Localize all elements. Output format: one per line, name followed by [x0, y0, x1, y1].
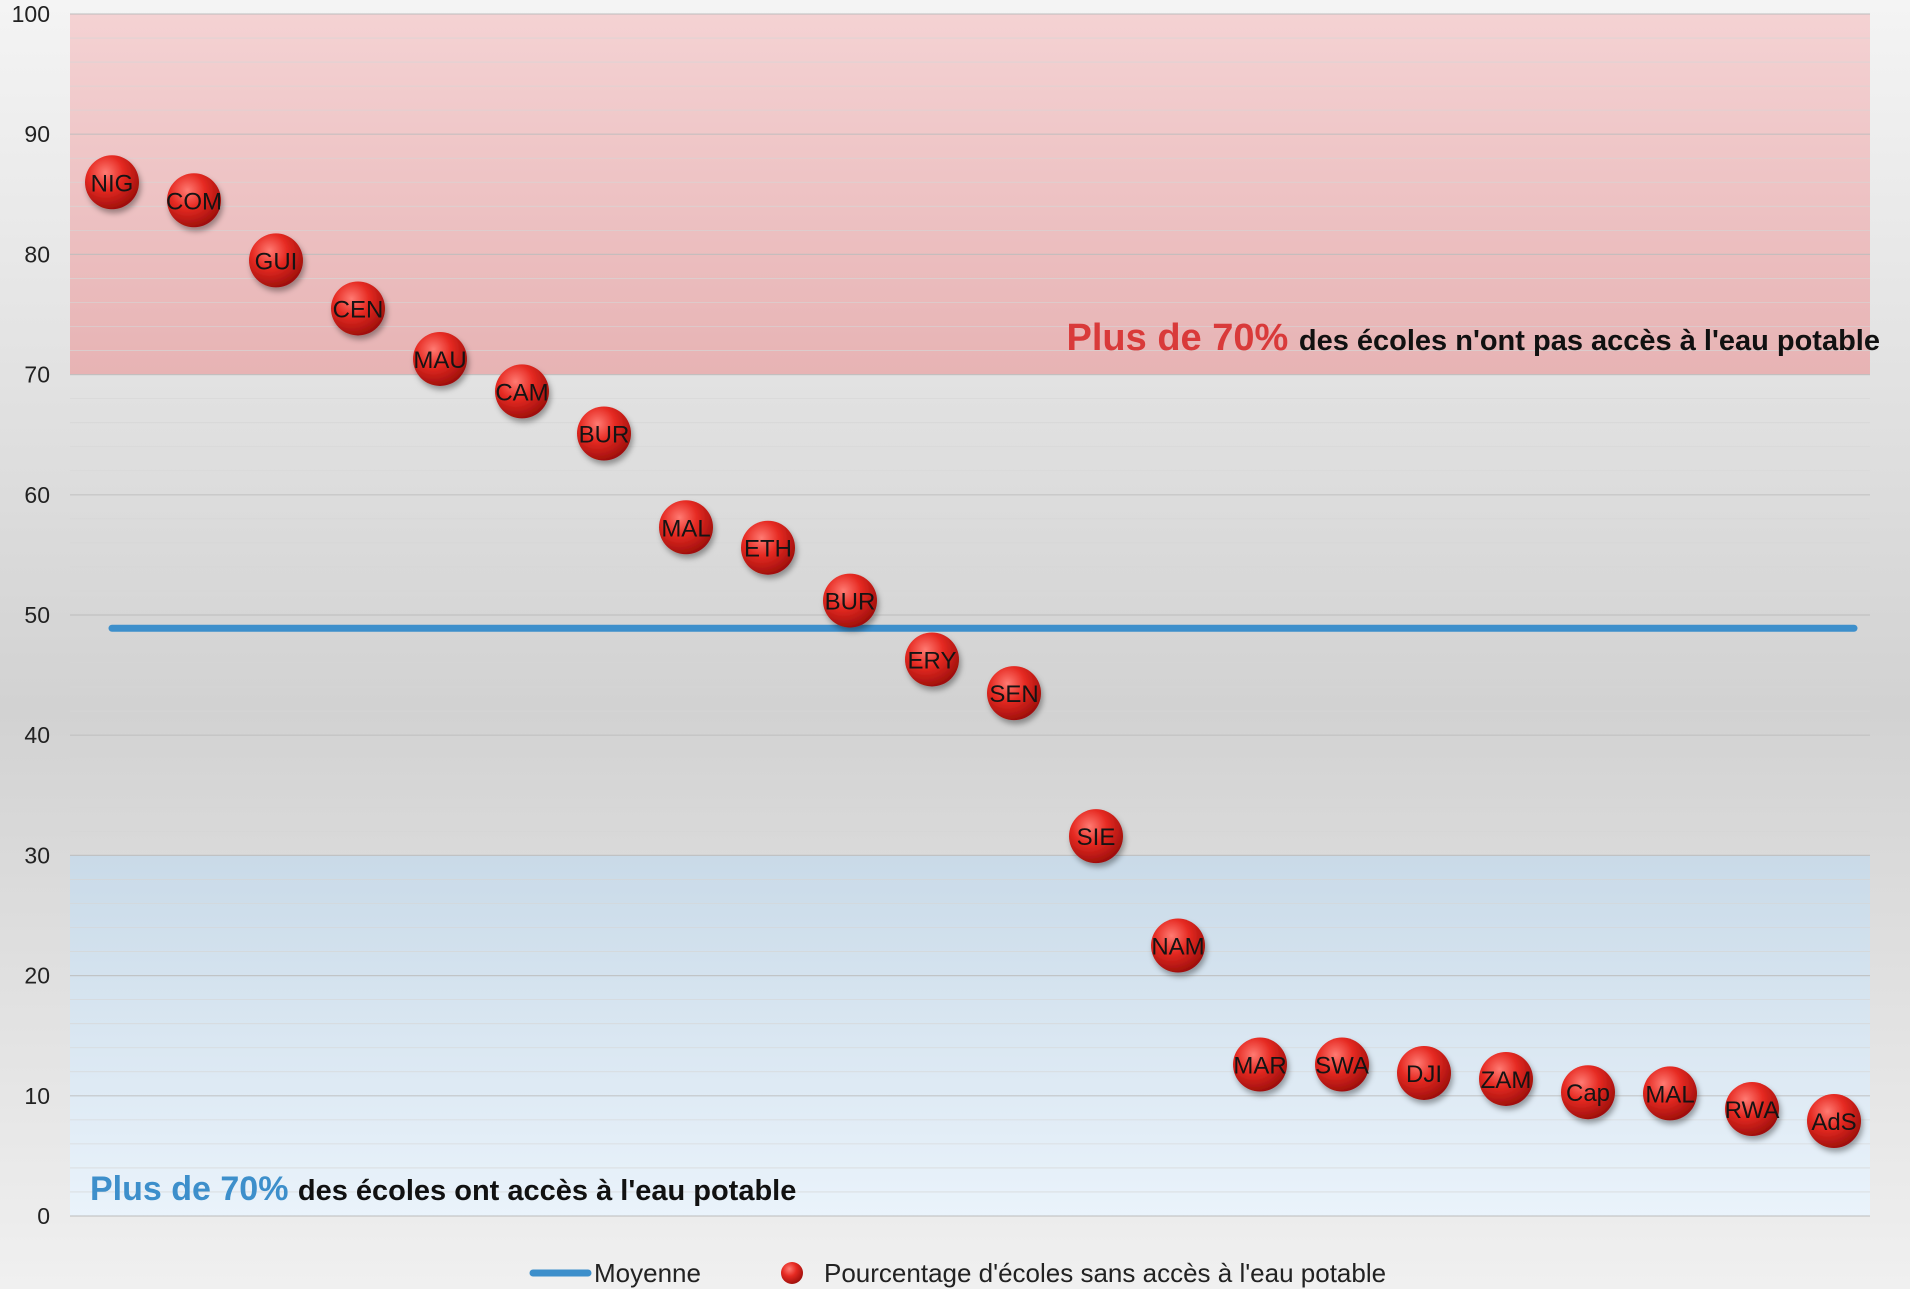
legend-label-mean: Moyenne [594, 1258, 701, 1288]
band-label-bottom: Plus de 70% des écoles ont accès à l'eau… [90, 1170, 796, 1208]
data-label: SWA [1315, 1053, 1369, 1080]
band-label-bottom-rest: des écoles ont accès à l'eau potable [298, 1175, 797, 1207]
band-label-bottom-strong: Plus de 70% [90, 1170, 298, 1208]
data-label: MAU [413, 347, 466, 374]
band-label-top-rest: des écoles n'ont pas accès à l'eau potab… [1299, 325, 1880, 357]
band-1 [70, 855, 1870, 1216]
y-tick-label: 10 [24, 1083, 50, 1109]
data-label: CAM [495, 379, 548, 406]
y-tick-label: 60 [24, 482, 50, 508]
data-point [1151, 918, 1205, 973]
legend: Moyenne Pourcentage d'écoles sans accès à… [529, 1258, 1386, 1288]
band-label-top-strong: Plus de 70% [1067, 317, 1299, 359]
data-label: RWA [1725, 1097, 1780, 1124]
data-label: CEN [333, 296, 384, 323]
data-label: NIG [91, 170, 134, 197]
y-axis: 0 10 20 30 40 50 60 70 80 90 100 [12, 1, 50, 1229]
data-label: COM [166, 188, 222, 215]
data-label: SEN [989, 681, 1038, 708]
data-point [1233, 1037, 1287, 1092]
data-point [1807, 1094, 1861, 1149]
data-point [249, 233, 303, 288]
data-point [1397, 1045, 1451, 1100]
data-point [85, 155, 139, 210]
data-point [331, 281, 385, 336]
bands-layer [70, 14, 1870, 1216]
y-tick-label: 50 [24, 602, 50, 628]
data-label: BUR [579, 421, 630, 448]
data-point [1069, 809, 1123, 864]
data-label: MAR [1233, 1053, 1286, 1080]
data-point [1725, 1082, 1779, 1137]
band-label-top: Plus de 70% des écoles n'ont pas accès à… [1067, 317, 1880, 359]
points-layer: NIG COM GUI CEN MAU CAM BUR MAL ETH BUR ERY SEN SIE N… [85, 155, 1861, 1149]
data-point [905, 632, 959, 687]
legend-label-points: Pourcentage d'écoles sans accès à l'eau … [824, 1258, 1386, 1288]
data-point [1315, 1037, 1369, 1092]
data-label: NAM [1151, 934, 1204, 961]
y-tick-label: 20 [24, 963, 50, 989]
data-label: BUR [825, 589, 876, 616]
y-tick-label: 70 [24, 362, 50, 388]
data-point [741, 520, 795, 575]
data-label: AdS [1811, 1109, 1856, 1136]
data-point [823, 573, 877, 628]
data-point [1643, 1066, 1697, 1121]
data-label: Cap [1566, 1080, 1610, 1107]
data-label: ERY [908, 647, 957, 674]
data-label: ETH [744, 536, 792, 563]
y-tick-label: 30 [24, 842, 50, 868]
data-point [1479, 1051, 1533, 1106]
data-point [495, 364, 549, 419]
data-point [413, 331, 467, 386]
data-point [1561, 1065, 1615, 1120]
y-tick-label: 100 [12, 1, 50, 27]
data-point [167, 173, 221, 228]
y-tick-label: 40 [24, 722, 50, 748]
y-tick-label: 90 [24, 121, 50, 147]
data-label: ZAM [1481, 1067, 1532, 1094]
data-label: GUI [255, 248, 298, 275]
data-point [659, 500, 713, 555]
data-point [987, 666, 1041, 721]
data-label: SIE [1077, 824, 1116, 851]
y-tick-label: 0 [37, 1203, 50, 1229]
data-label: DJI [1406, 1061, 1442, 1088]
band-labels-layer: Plus de 70% des écoles n'ont pas accès à… [90, 317, 1880, 1208]
data-label: MAL [1645, 1081, 1694, 1108]
data-point [577, 406, 631, 461]
data-label: MAL [661, 515, 710, 542]
grid-layer [70, 13, 1870, 1217]
legend-point-swatch [781, 1262, 803, 1284]
y-tick-label: 80 [24, 241, 50, 267]
